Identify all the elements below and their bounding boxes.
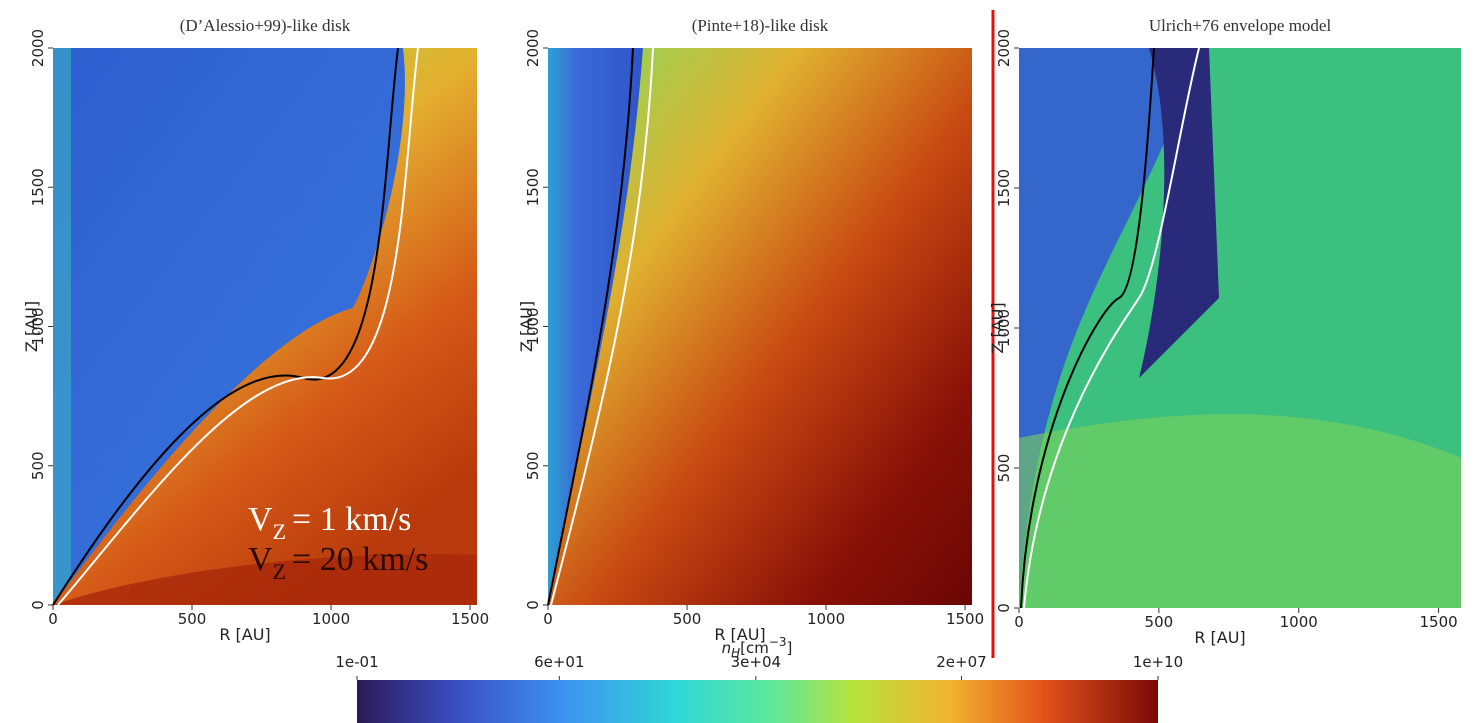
x-axis-label: R [AU]	[714, 625, 765, 644]
y-tick-label: 1000	[29, 307, 47, 345]
x-tick-label: 500	[1145, 613, 1174, 631]
y-tick-label: 0	[995, 603, 1013, 613]
cavity	[1139, 48, 1219, 378]
y-tick-label: 500	[29, 451, 47, 480]
y-axis-label: Z [AU]	[22, 301, 41, 352]
y-tick-label: 2000	[524, 29, 542, 67]
colorbar-tick-label: 3e+04	[731, 653, 781, 671]
outflow-region	[1019, 48, 1199, 608]
legend-subscript: Z	[273, 559, 286, 584]
legend-text: = 1 km/s	[292, 501, 411, 538]
colorbar-unit: [cm	[740, 639, 769, 657]
colorbar-subscript: H	[731, 646, 740, 660]
colorbar-tick-label: 6e+01	[534, 653, 584, 671]
contour	[550, 47, 654, 606]
y-tick-label: 1500	[29, 168, 47, 206]
colorbar-close: ]	[787, 639, 793, 657]
outflow-region	[548, 48, 643, 605]
x-tick-label: 1000	[807, 610, 845, 628]
x-axis-label: R [AU]	[219, 625, 270, 644]
legend-entry: VZ = 1 km/s	[248, 501, 411, 544]
x-tick-label: 0	[543, 610, 553, 628]
x-axis-label: R [AU]	[1194, 628, 1245, 647]
y-tick-label: 500	[524, 451, 542, 480]
x-tick-label: 500	[178, 610, 207, 628]
panel-title: (D’Alessio+99)-like disk	[180, 16, 351, 35]
colorbar-tick-label: 2e+07	[936, 653, 986, 671]
legend-subscript: Z	[273, 519, 286, 544]
x-tick-label: 1500	[451, 610, 489, 628]
colorbar-tick-label: 1e-01	[335, 653, 378, 671]
colorbar-label: nH[cm−3]	[722, 635, 793, 660]
x-tick-label: 500	[673, 610, 702, 628]
x-tick-label: 1500	[946, 610, 984, 628]
map-strip	[53, 48, 71, 605]
y-tick-label: 1500	[524, 168, 542, 206]
panel-title: Ulrich+76 envelope model	[1149, 16, 1332, 35]
colorbar-superscript: −3	[769, 635, 787, 649]
x-tick-label: 1500	[1420, 613, 1458, 631]
y-tick-label: 0	[524, 600, 542, 610]
y-tick-label: 1500	[995, 169, 1013, 207]
y-tick-label: 1000	[524, 307, 542, 345]
colorbar-tick-label: 1e+10	[1133, 653, 1183, 671]
contour	[57, 47, 419, 606]
y-axis-label: Z [AU]	[988, 302, 1007, 353]
envelope-bulge	[1019, 414, 1461, 608]
y-tick-label: 2000	[29, 29, 47, 67]
contour	[1023, 47, 1200, 609]
legend-symbol: V	[248, 501, 273, 538]
legend-entry: VZ = 20 km/s	[248, 541, 428, 584]
disk-region	[53, 48, 477, 605]
x-tick-label: 1000	[1280, 613, 1318, 631]
y-tick-label: 1000	[995, 309, 1013, 347]
y-tick-label: 2000	[995, 29, 1013, 67]
y-tick-label: 500	[995, 454, 1013, 483]
colorbar-symbol: n	[722, 639, 732, 657]
legend-symbol: V	[248, 541, 273, 578]
contour	[1020, 47, 1155, 609]
legend-text: = 20 km/s	[292, 541, 428, 578]
disk-midplane	[53, 554, 477, 605]
y-tick-label: 0	[29, 600, 47, 610]
x-tick-label: 1000	[312, 610, 350, 628]
x-tick-label: 0	[48, 610, 58, 628]
contour	[547, 47, 634, 606]
panel-title: (Pinte+18)-like disk	[692, 16, 829, 35]
colorbar	[357, 680, 1158, 723]
x-tick-label: 0	[1014, 613, 1024, 631]
y-axis-label: Z [AU]	[517, 301, 536, 352]
